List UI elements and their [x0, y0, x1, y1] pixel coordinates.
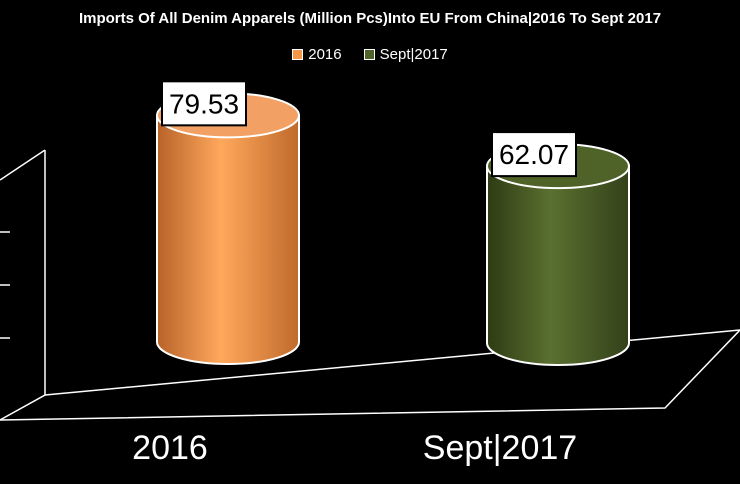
bar-sept-2017	[486, 143, 630, 366]
data-label: 62.07	[499, 139, 569, 170]
chart-title: Imports Of All Denim Apparels (Million P…	[78, 10, 662, 27]
legend-item-2016: 2016	[292, 46, 342, 63]
data-label-box	[161, 80, 247, 127]
data-label-box	[491, 131, 577, 178]
legend-swatch-sept-2017	[363, 49, 375, 60]
legend-item-sept-2017: Sept|2017	[363, 46, 448, 63]
bar-body	[486, 165, 630, 366]
category-label: 2016	[132, 429, 208, 467]
legend: 2016 Sept|2017	[0, 46, 740, 63]
floor-back-edge	[44, 329, 740, 396]
back-wall-top-edge	[0, 149, 46, 181]
legend-label-2016: 2016	[308, 46, 342, 63]
legend-label-sept-2017: Sept|2017	[379, 46, 448, 63]
legend-swatch-2016	[292, 49, 304, 60]
bar-2016	[156, 92, 300, 365]
floor-front-edge	[0, 329, 740, 421]
category-label: Sept|2017	[423, 429, 577, 467]
data-label: 79.53	[169, 88, 239, 119]
bar-body	[156, 114, 300, 365]
